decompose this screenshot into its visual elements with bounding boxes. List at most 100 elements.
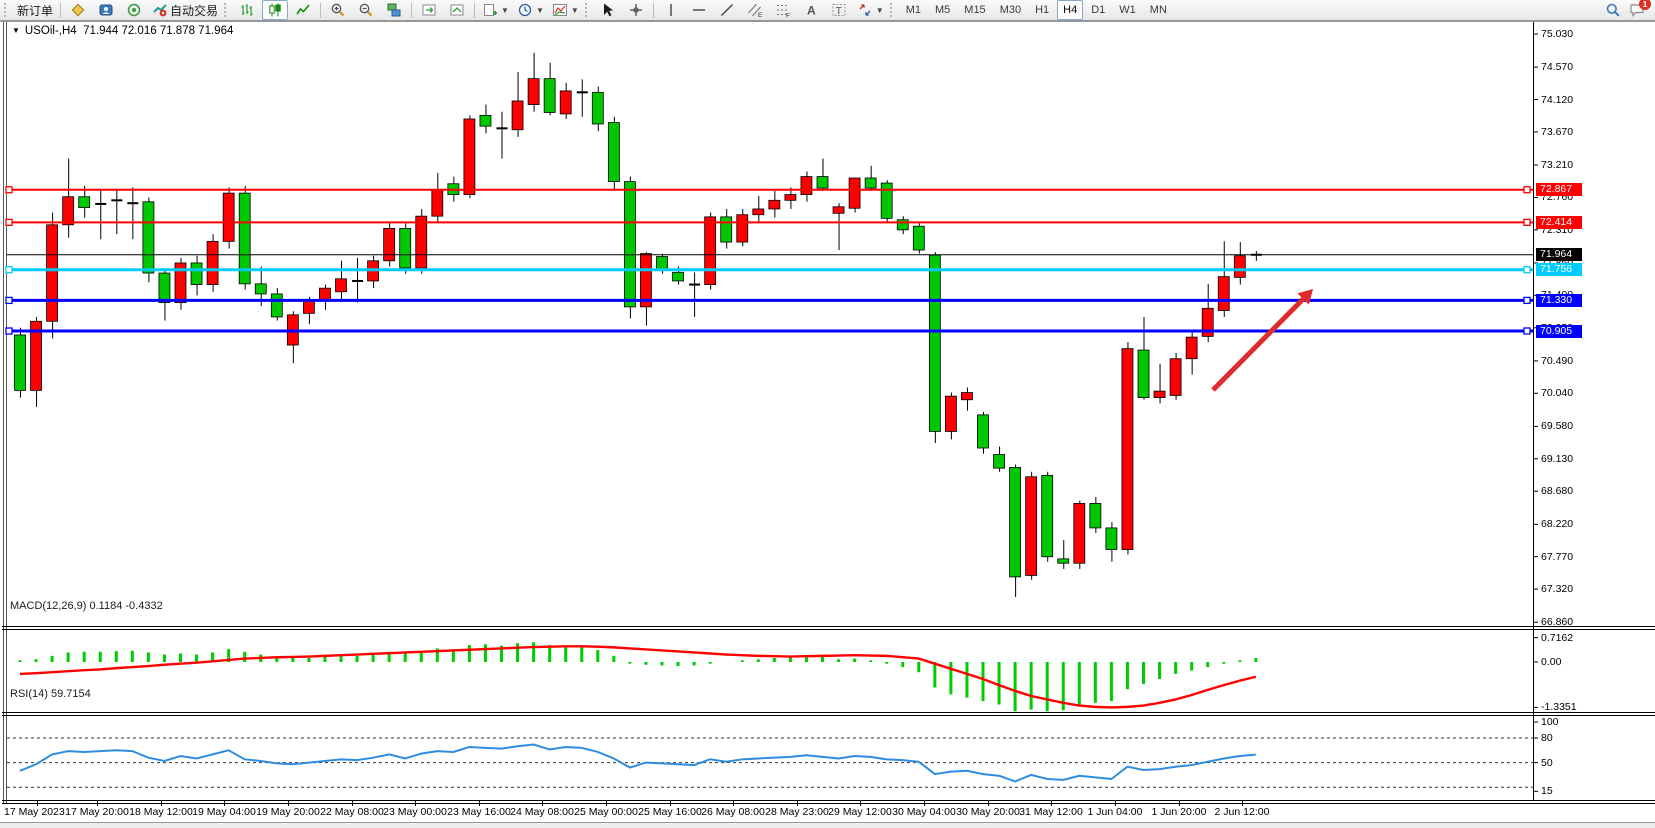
time-tick-31-May-12-00: 31 May 12:00 — [1019, 806, 1083, 818]
vertical-line-button[interactable] — [658, 0, 684, 20]
time-tick-22-May-08-00: 22 May 08:00 — [320, 806, 384, 818]
terminal-button[interactable] — [93, 0, 119, 20]
candle-body — [832, 206, 845, 214]
timeframe-m1-button[interactable]: M1 — [905, 4, 921, 16]
line-handle[interactable] — [5, 296, 13, 305]
auto-scroll-button[interactable] — [444, 0, 470, 20]
candle-body — [527, 78, 540, 105]
candle-body — [768, 199, 781, 210]
toolbar: 新订单 自动交易 ▼ ▼ ▼ E F A T ▼ M1 M5 M15 M30 H1 H4 D1 W1 MN 1 — [0, 0, 1655, 21]
signals-button[interactable] — [121, 0, 147, 20]
chart-shift-button[interactable] — [416, 0, 442, 20]
line-handle[interactable] — [1523, 218, 1531, 227]
candle-body — [559, 90, 572, 115]
candle-body — [752, 208, 765, 216]
statusbar-edge — [0, 822, 1655, 828]
trendline-button[interactable] — [714, 0, 740, 20]
line-handle[interactable] — [5, 218, 13, 227]
profiles-button[interactable]: ▼ — [514, 0, 547, 20]
candle-body — [254, 283, 267, 295]
timeframe-m30-button[interactable]: M30 — [999, 4, 1022, 16]
arrows-button[interactable]: ▼ — [854, 0, 887, 20]
chat-button[interactable]: 1 — [1629, 0, 1651, 18]
chevron-down-icon[interactable]: ▼ — [501, 5, 509, 15]
zoom-in-button[interactable] — [325, 0, 351, 20]
indicators-icon — [552, 4, 567, 16]
candle-body — [1121, 348, 1134, 550]
price-tick-70.490: 70.490 — [1541, 354, 1574, 367]
candle-body — [158, 272, 171, 303]
candle-body — [848, 177, 861, 209]
timeframe-mn-button[interactable]: MN — [1149, 4, 1167, 16]
tile-windows-button[interactable] — [381, 0, 407, 20]
line-handle[interactable] — [1523, 327, 1531, 335]
history-center-button[interactable] — [65, 0, 91, 20]
cursor-button[interactable] — [595, 0, 621, 20]
candle-body — [672, 271, 684, 282]
new-chart-button[interactable]: ▼ — [479, 0, 512, 20]
candle-body — [270, 293, 283, 318]
signal-icon — [127, 3, 141, 17]
indicators-button[interactable]: ▼ — [549, 0, 582, 20]
zoom-out-button[interactable] — [353, 0, 379, 20]
new-order-button[interactable]: 新订单 — [17, 3, 54, 18]
line-handle[interactable] — [1523, 186, 1531, 194]
svg-text:A: A — [807, 4, 816, 18]
line-chart-button[interactable] — [290, 0, 316, 20]
timeframe-m15-button[interactable]: M15 — [964, 4, 986, 16]
timeframe-h4-button[interactable]: H4 — [1057, 0, 1084, 20]
chevron-down-icon[interactable]: ▼ — [535, 5, 544, 15]
line-handle[interactable] — [1523, 296, 1531, 305]
text-button[interactable]: A — [798, 0, 824, 20]
fibo-icon: F — [776, 5, 790, 19]
svg-text:F: F — [786, 13, 790, 19]
candle-body — [335, 278, 347, 293]
bar-chart-button[interactable] — [234, 0, 260, 20]
horizontal-line-button[interactable] — [686, 0, 712, 20]
price-label-71.756: 71.756 — [1536, 263, 1582, 277]
candle-body — [238, 192, 251, 285]
candle-body — [78, 196, 91, 208]
time-tick-26-May-08-00: 26 May 08:00 — [701, 806, 765, 818]
price-tick-75.030: 75.030 — [1541, 28, 1574, 40]
candle-body — [1201, 307, 1214, 337]
toolbar-right-icons: 1 — [1605, 0, 1655, 18]
chevron-down-icon[interactable]: ▼ — [875, 5, 884, 15]
search-button[interactable] — [1605, 2, 1621, 18]
candlestick-chart-button[interactable] — [262, 0, 289, 20]
new-chart-icon — [484, 4, 498, 16]
chevron-down-icon[interactable]: ▼ — [570, 5, 579, 15]
fibonacci-button[interactable]: F — [770, 0, 796, 20]
candle-body — [431, 189, 444, 217]
timeframe-w1-button[interactable]: W1 — [1119, 4, 1136, 16]
candle-body — [1185, 336, 1198, 360]
trend-arrow[interactable] — [1211, 297, 1305, 392]
candle-doji — [352, 279, 364, 282]
auto-trading-button[interactable]: 自动交易 — [149, 0, 221, 20]
chart-title-collapse-icon[interactable]: ▼ — [12, 26, 20, 35]
search-icon — [1606, 3, 1620, 17]
candle-body — [784, 194, 797, 201]
candle-body — [1057, 558, 1070, 564]
line-handle[interactable] — [1523, 266, 1531, 274]
line-handle[interactable] — [5, 327, 13, 335]
candle-body — [463, 118, 476, 195]
text-label-button[interactable]: T — [826, 0, 852, 20]
time-tick-29-May-12-00: 29 May 12:00 — [828, 806, 892, 818]
line-handle[interactable] — [5, 266, 13, 274]
candle-body — [1169, 358, 1182, 396]
candle-doji — [576, 91, 588, 94]
price-tick-67.320: 67.320 — [1541, 583, 1574, 596]
candle-body — [479, 114, 492, 127]
timeframe-h1-button[interactable]: H1 — [1035, 4, 1050, 16]
crosshair-button[interactable] — [623, 0, 649, 20]
candle-body — [945, 395, 957, 432]
line-handle[interactable] — [5, 186, 13, 194]
timeframe-m5-button[interactable]: M5 — [935, 4, 951, 16]
equidistant-channel-button[interactable]: E — [742, 0, 768, 20]
timeframe-d1-button[interactable]: D1 — [1091, 4, 1106, 16]
notification-badge: 1 — [1639, 0, 1651, 10]
auto-scroll-icon — [450, 4, 464, 16]
trend-arrow-head[interactable] — [1297, 289, 1313, 305]
